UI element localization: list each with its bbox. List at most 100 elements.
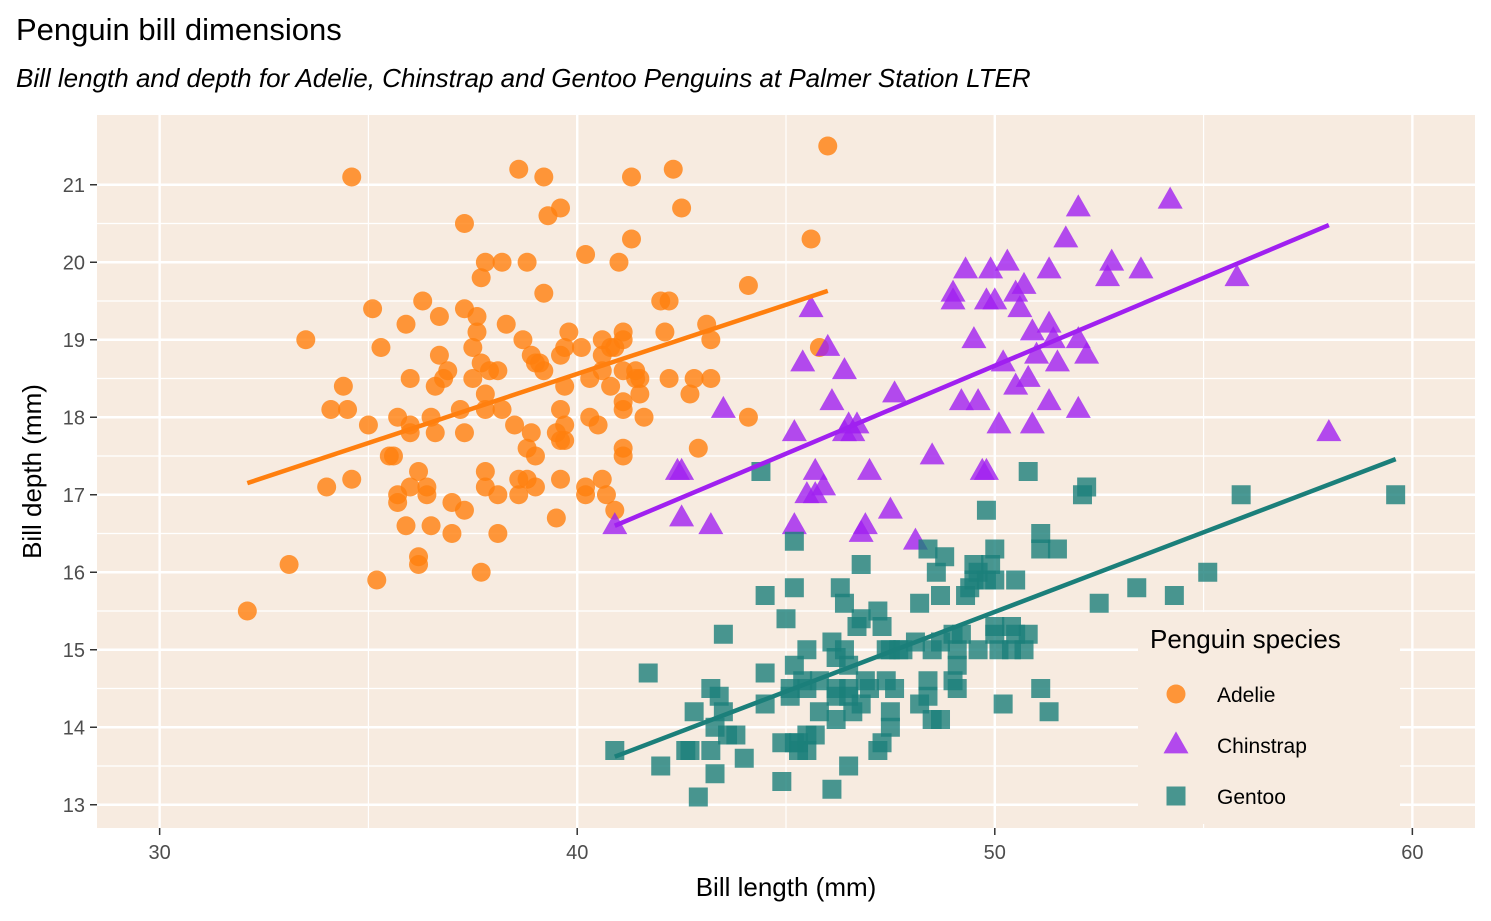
adelie-point	[546, 508, 566, 528]
adelie-point	[396, 314, 416, 334]
legend-chinstrap-key	[1163, 731, 1189, 754]
adelie-point	[467, 307, 487, 326]
gentoo-point	[1006, 570, 1026, 590]
adelie-point	[471, 562, 491, 582]
adelie-point	[559, 322, 579, 342]
adelie-point	[534, 361, 554, 381]
gentoo-point	[947, 655, 967, 675]
y-tick-label: 18	[63, 407, 85, 429]
gentoo-point	[809, 702, 829, 722]
adelie-point	[400, 369, 420, 388]
gentoo-point	[734, 748, 754, 768]
adelie-point	[396, 516, 416, 536]
gentoo-point	[680, 741, 700, 760]
legend-gentoo-key	[1166, 786, 1186, 806]
adelie-point	[358, 415, 378, 435]
chinstrap-point	[1224, 264, 1250, 287]
legend-adelie-label: Adelie	[1217, 684, 1275, 707]
adelie-point	[701, 330, 721, 350]
chinstrap-point	[831, 357, 857, 380]
chinstrap-point	[1036, 256, 1062, 279]
adelie-point	[505, 415, 525, 435]
gentoo-point	[839, 756, 859, 776]
adelie-point	[534, 283, 554, 303]
gentoo-point	[931, 586, 951, 605]
gentoo-point	[851, 694, 871, 714]
adelie-point	[496, 314, 516, 334]
adelie-point	[454, 214, 474, 233]
gentoo-point	[918, 539, 938, 559]
gentoo-point	[951, 624, 971, 644]
adelie-point	[317, 477, 337, 497]
y-axis-title: Bill depth (mm)	[17, 384, 47, 559]
chinstrap-point	[1316, 419, 1342, 442]
adelie-point	[321, 400, 341, 419]
chinstrap-point	[1036, 388, 1062, 411]
gentoo-point	[651, 756, 671, 776]
chinstrap-point	[1019, 411, 1045, 434]
chinstrap-point	[1044, 349, 1070, 372]
adelie-point	[738, 276, 758, 295]
y-tick-label: 21	[63, 175, 85, 197]
gentoo-point	[830, 578, 850, 598]
adelie-point	[488, 524, 508, 543]
gentoo-point	[776, 609, 796, 629]
adelie-point	[634, 407, 654, 427]
trend-lines	[246, 222, 1397, 759]
adelie-point	[576, 477, 596, 497]
gentoo-point	[605, 741, 625, 760]
adelie-point	[475, 384, 495, 404]
chinstrap-point	[857, 457, 883, 480]
chinstrap-point	[1128, 256, 1154, 279]
gentoo-point	[784, 655, 804, 675]
gentoo-point	[1031, 679, 1051, 698]
y-tick-label: 14	[63, 717, 85, 739]
gentoo-point	[834, 640, 854, 660]
legend-items: Adelie Chinstrap Gentoo	[1163, 684, 1307, 809]
gentoo-point	[872, 733, 892, 753]
chinstrap-point	[819, 388, 845, 411]
adelie-point	[551, 198, 571, 218]
chinstrap-point	[940, 279, 966, 302]
gentoo-point	[1127, 578, 1147, 598]
gentoo-point	[993, 694, 1013, 714]
chinstrap-point	[1003, 372, 1029, 395]
gentoo-point	[713, 624, 733, 644]
adelie-point	[609, 252, 629, 272]
chinstrap-point	[1065, 326, 1091, 349]
chinstrap-point	[852, 512, 878, 535]
adelie-point	[333, 376, 353, 396]
adelie-point	[663, 159, 683, 179]
adelie-point	[517, 252, 537, 272]
chinstrap-point	[877, 496, 903, 519]
gentoo-point	[784, 578, 804, 598]
gentoo-point	[1018, 462, 1038, 481]
chinstrap-trend-line	[613, 222, 1330, 528]
adelie-point	[492, 252, 512, 272]
gentoo-point	[947, 640, 967, 660]
adelie-point	[438, 361, 458, 381]
gentoo-point	[726, 725, 746, 745]
legend-gentoo-label: Gentoo	[1217, 786, 1286, 809]
chinstrap-point	[965, 388, 991, 411]
chinstrap-point	[1007, 295, 1033, 318]
x-tick-label: 50	[984, 842, 1006, 864]
adelie-point	[592, 469, 612, 489]
adelie-point	[801, 229, 821, 249]
gentoo-point	[822, 779, 842, 799]
chinstrap-point	[1015, 364, 1041, 387]
adelie-point	[525, 446, 545, 466]
adelie-point	[621, 167, 641, 187]
gentoo-point	[1031, 539, 1051, 559]
gentoo-point	[797, 741, 817, 760]
chinstrap-point	[1065, 395, 1091, 418]
adelie-point	[818, 136, 838, 156]
gentoo-point	[1047, 539, 1067, 559]
adelie-point	[471, 268, 491, 288]
adelie-point	[429, 345, 449, 365]
chinstrap-point	[982, 287, 1008, 310]
gentoo-point	[797, 640, 817, 660]
gentoo-point	[981, 555, 1001, 574]
gentoo-point	[910, 593, 930, 613]
adelie-point	[521, 423, 541, 443]
